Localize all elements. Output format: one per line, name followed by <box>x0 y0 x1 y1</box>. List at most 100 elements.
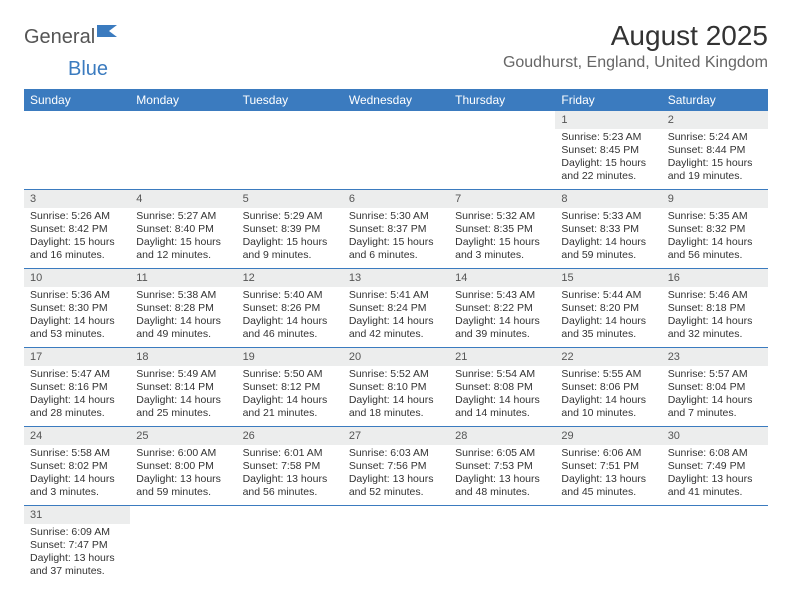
sunrise-text: Sunrise: 5:50 AM <box>243 368 337 381</box>
daylight-text: Daylight: 14 hours and 14 minutes. <box>455 394 549 420</box>
sunrise-text: Sunrise: 5:44 AM <box>561 289 655 302</box>
day-details: Sunrise: 5:52 AMSunset: 8:10 PMDaylight:… <box>343 366 449 424</box>
calendar-day-empty <box>662 506 768 585</box>
day-number: 6 <box>343 190 449 208</box>
day-number: 4 <box>130 190 236 208</box>
sunrise-text: Sunrise: 6:09 AM <box>30 526 124 539</box>
calendar-day-empty <box>449 506 555 585</box>
sunrise-text: Sunrise: 5:46 AM <box>668 289 762 302</box>
calendar-week: 1Sunrise: 5:23 AMSunset: 8:45 PMDaylight… <box>24 111 768 190</box>
sunset-text: Sunset: 7:51 PM <box>561 460 655 473</box>
calendar-day: 9Sunrise: 5:35 AMSunset: 8:32 PMDaylight… <box>662 190 768 269</box>
day-details: Sunrise: 5:49 AMSunset: 8:14 PMDaylight:… <box>130 366 236 424</box>
calendar-day: 6Sunrise: 5:30 AMSunset: 8:37 PMDaylight… <box>343 190 449 269</box>
sunrise-text: Sunrise: 5:47 AM <box>30 368 124 381</box>
day-number: 18 <box>130 348 236 366</box>
daylight-text: Daylight: 14 hours and 42 minutes. <box>349 315 443 341</box>
sunset-text: Sunset: 8:44 PM <box>668 144 762 157</box>
day-number: 22 <box>555 348 661 366</box>
sunrise-text: Sunrise: 5:52 AM <box>349 368 443 381</box>
daylight-text: Daylight: 15 hours and 22 minutes. <box>561 157 655 183</box>
sunrise-text: Sunrise: 6:08 AM <box>668 447 762 460</box>
daylight-text: Daylight: 14 hours and 25 minutes. <box>136 394 230 420</box>
dow-header: Thursday <box>449 89 555 111</box>
daylight-text: Daylight: 14 hours and 32 minutes. <box>668 315 762 341</box>
sunset-text: Sunset: 8:20 PM <box>561 302 655 315</box>
daylight-text: Daylight: 14 hours and 10 minutes. <box>561 394 655 420</box>
day-details: Sunrise: 5:26 AMSunset: 8:42 PMDaylight:… <box>24 208 130 266</box>
day-of-week-header: SundayMondayTuesdayWednesdayThursdayFrid… <box>24 89 768 111</box>
daylight-text: Daylight: 15 hours and 12 minutes. <box>136 236 230 262</box>
sunrise-text: Sunrise: 5:36 AM <box>30 289 124 302</box>
calendar-week: 17Sunrise: 5:47 AMSunset: 8:16 PMDayligh… <box>24 348 768 427</box>
calendar-week: 10Sunrise: 5:36 AMSunset: 8:30 PMDayligh… <box>24 269 768 348</box>
calendar-day: 29Sunrise: 6:06 AMSunset: 7:51 PMDayligh… <box>555 427 661 506</box>
calendar-day: 1Sunrise: 5:23 AMSunset: 8:45 PMDaylight… <box>555 111 661 190</box>
sunrise-text: Sunrise: 6:06 AM <box>561 447 655 460</box>
location-label: Goudhurst, England, United Kingdom <box>503 54 768 72</box>
sunset-text: Sunset: 8:08 PM <box>455 381 549 394</box>
sunset-text: Sunset: 8:40 PM <box>136 223 230 236</box>
day-number: 13 <box>343 269 449 287</box>
sunset-text: Sunset: 8:04 PM <box>668 381 762 394</box>
calendar-week: 31 Sunrise: 6:09 AMSunset: 7:47 PMDayligh… <box>24 506 768 585</box>
day-number: 23 <box>662 348 768 366</box>
calendar-day-empty <box>237 506 343 585</box>
daylight-text: Daylight: 13 hours and 37 minutes. <box>30 552 124 578</box>
sunrise-text: Sunrise: 5:26 AM <box>30 210 124 223</box>
day-details: Sunrise: 5:30 AMSunset: 8:37 PMDaylight:… <box>343 208 449 266</box>
logo-text-1: General <box>24 26 95 49</box>
day-number: 2 <box>662 111 768 129</box>
calendar-day: 15Sunrise: 5:44 AMSunset: 8:20 PMDayligh… <box>555 269 661 348</box>
daylight-text: Daylight: 15 hours and 19 minutes. <box>668 157 762 183</box>
day-details: Sunrise: 5:38 AMSunset: 8:28 PMDaylight:… <box>130 287 236 345</box>
daylight-text: Daylight: 14 hours and 3 minutes. <box>30 473 124 499</box>
calendar-day: 7Sunrise: 5:32 AMSunset: 8:35 PMDaylight… <box>449 190 555 269</box>
sunset-text: Sunset: 8:06 PM <box>561 381 655 394</box>
calendar-day-empty <box>130 506 236 585</box>
dow-header: Sunday <box>24 89 130 111</box>
calendar-day: 28Sunrise: 6:05 AMSunset: 7:53 PMDayligh… <box>449 427 555 506</box>
day-number: 11 <box>130 269 236 287</box>
sunset-text: Sunset: 8:42 PM <box>30 223 124 236</box>
day-details: Sunrise: 5:55 AMSunset: 8:06 PMDaylight:… <box>555 366 661 424</box>
daylight-text: Daylight: 14 hours and 18 minutes. <box>349 394 443 420</box>
sunset-text: Sunset: 8:24 PM <box>349 302 443 315</box>
day-details: Sunrise: 5:32 AMSunset: 8:35 PMDaylight:… <box>449 208 555 266</box>
sunset-text: Sunset: 8:22 PM <box>455 302 549 315</box>
calendar-day: 14Sunrise: 5:43 AMSunset: 8:22 PMDayligh… <box>449 269 555 348</box>
calendar-day-empty <box>343 111 449 190</box>
daylight-text: Daylight: 14 hours and 53 minutes. <box>30 315 124 341</box>
day-number: 20 <box>343 348 449 366</box>
day-details: Sunrise: 5:57 AMSunset: 8:04 PMDaylight:… <box>662 366 768 424</box>
calendar-day: 30Sunrise: 6:08 AMSunset: 7:49 PMDayligh… <box>662 427 768 506</box>
calendar-day-empty <box>449 111 555 190</box>
sunrise-text: Sunrise: 5:35 AM <box>668 210 762 223</box>
day-number: 28 <box>449 427 555 445</box>
calendar-day: 31 Sunrise: 6:09 AMSunset: 7:47 PMDayligh… <box>24 506 130 585</box>
daylight-text: Daylight: 15 hours and 6 minutes. <box>349 236 443 262</box>
day-number: 1 <box>555 111 661 129</box>
daylight-text: Daylight: 13 hours and 45 minutes. <box>561 473 655 499</box>
daylight-text: Daylight: 13 hours and 48 minutes. <box>455 473 549 499</box>
calendar-day: 8Sunrise: 5:33 AMSunset: 8:33 PMDaylight… <box>555 190 661 269</box>
day-number: 21 <box>449 348 555 366</box>
sunset-text: Sunset: 8:37 PM <box>349 223 443 236</box>
day-details: Sunrise: 6:00 AMSunset: 8:00 PMDaylight:… <box>130 445 236 503</box>
sunset-text: Sunset: 8:00 PM <box>136 460 230 473</box>
calendar-day-empty <box>237 111 343 190</box>
calendar-day-empty <box>24 111 130 190</box>
sunrise-text: Sunrise: 5:38 AM <box>136 289 230 302</box>
day-number: 5 <box>237 190 343 208</box>
calendar-day: 25Sunrise: 6:00 AMSunset: 8:00 PMDayligh… <box>130 427 236 506</box>
day-number: 31 <box>24 506 130 524</box>
daylight-text: Daylight: 14 hours and 28 minutes. <box>30 394 124 420</box>
day-details: Sunrise: 5:27 AMSunset: 8:40 PMDaylight:… <box>130 208 236 266</box>
sunrise-text: Sunrise: 6:00 AM <box>136 447 230 460</box>
day-number: 25 <box>130 427 236 445</box>
logo-flag-icon <box>97 20 119 43</box>
calendar-day: 3Sunrise: 5:26 AMSunset: 8:42 PMDaylight… <box>24 190 130 269</box>
sunset-text: Sunset: 7:53 PM <box>455 460 549 473</box>
sunrise-text: Sunrise: 5:40 AM <box>243 289 337 302</box>
sunset-text: Sunset: 7:47 PM <box>30 539 124 552</box>
